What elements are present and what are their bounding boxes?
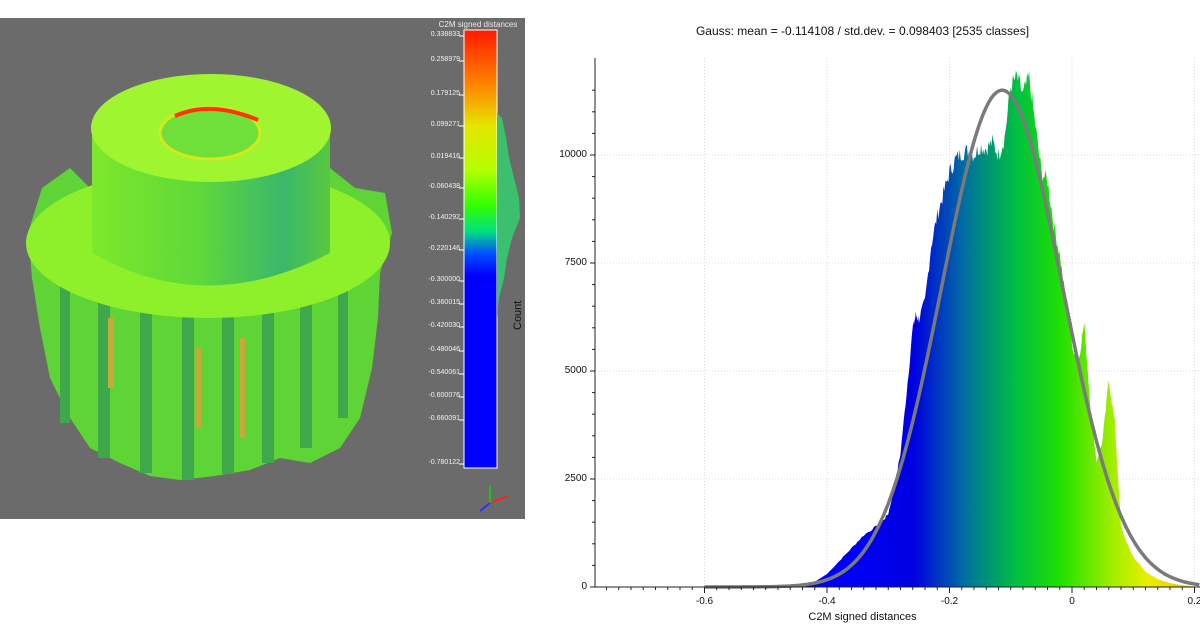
scalebar-tick-marks	[459, 35, 464, 465]
gear-defects	[108, 318, 245, 438]
y-tick-label: 5000	[564, 365, 587, 376]
scalebar-tick-label: -0.220146	[428, 245, 460, 252]
scalebar-tick-label: 0.099271	[430, 121, 460, 128]
y-axis-label: Count	[512, 300, 524, 330]
scalebar-tick-label: -0.140292	[428, 214, 460, 221]
scalebar-gradient	[463, 29, 498, 469]
scalebar-tick-label: -0.660091	[428, 415, 460, 422]
x-axis-label: C2M signed distances	[808, 611, 917, 623]
chart-title: Gauss: mean = -0.114108 / std.dev. = 0.0…	[695, 24, 1030, 38]
histogram-panel: Gauss: mean = -0.114108 / std.dev. = 0.0…	[525, 0, 1200, 628]
scalebar-tick-label: -0.540061	[428, 369, 460, 376]
y-tick-label: 10000	[559, 149, 587, 160]
scalebar-tick-label: 0.258979	[430, 56, 460, 63]
gear-bore-edge	[174, 106, 259, 122]
axis-triad-icon	[479, 486, 509, 512]
x-tick-label: -0.2	[940, 596, 959, 607]
scalebar-histogram	[497, 113, 520, 318]
3d-viewer[interactable]: C2M signed distances 0.338833 0.258979 0…	[0, 18, 525, 519]
y-tick-label: 0	[581, 581, 587, 592]
gear-model[interactable]	[0, 18, 525, 519]
scalebar-tick-label: -0.480046	[428, 346, 460, 353]
scalebar-tick-label: -0.300000	[428, 276, 460, 283]
y-tick-label: 2500	[564, 473, 587, 484]
scalebar-tick-label: 0.019416	[430, 153, 460, 160]
scalebar-tick-label: -0.060438	[428, 183, 460, 190]
gear-teeth	[60, 268, 348, 480]
scalebar-tick-label: -0.420030	[428, 322, 460, 329]
y-tick-label: 7500	[564, 257, 587, 268]
scalebar-tick-label: -0.600076	[428, 392, 460, 399]
x-tick-label: 0.2	[1187, 596, 1200, 607]
scalebar-tick-label: -0.360015	[428, 299, 460, 306]
x-tick-label: -0.6	[695, 596, 714, 607]
scalebar-tick-label: 0.179125	[430, 90, 460, 97]
x-tick-label: -0.4	[818, 596, 836, 607]
x-tick-label: 0	[1069, 596, 1075, 607]
scalebar-tick-label: 0.338833	[430, 31, 460, 38]
scalebar-tick-label: -0.780122	[428, 459, 460, 466]
scalebar-title: C2M signed distances	[438, 20, 518, 29]
